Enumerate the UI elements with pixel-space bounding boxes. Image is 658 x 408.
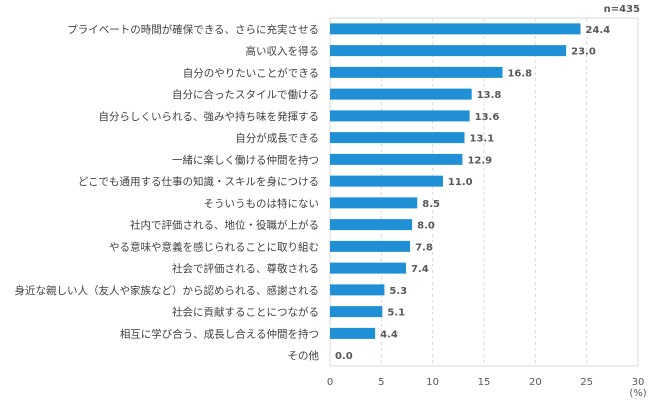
bar (330, 132, 465, 144)
bar (330, 262, 406, 274)
value-label: 5.3 (389, 286, 407, 297)
category-label: そういうものは特にない (204, 198, 320, 210)
value-label: 0.0 (335, 351, 353, 362)
value-label: 23.0 (571, 47, 596, 58)
x-tick-label: 5 (378, 377, 384, 388)
bar (330, 66, 503, 78)
category-label: 自分に合ったスタイルで働ける (172, 88, 319, 101)
category-label: 社内で評価される、地位・役職が上がる (130, 219, 319, 232)
value-label: 4.4 (380, 329, 398, 340)
value-label: 7.8 (415, 242, 433, 253)
category-label: 相互に学び合う、成長し合える仲間を持つ (120, 327, 319, 340)
category-label: 高い収入を得る (246, 45, 320, 58)
bar (330, 23, 581, 35)
value-label: 16.8 (507, 68, 532, 79)
value-label: 13.1 (469, 134, 494, 145)
value-label: 8.0 (417, 221, 435, 232)
category-label: 社会に貢献することにつながる (172, 306, 319, 319)
bar (330, 327, 376, 339)
plot-frame (329, 17, 639, 367)
bar (330, 284, 385, 296)
category-label: 社会で評価される、尊敬される (172, 262, 319, 275)
category-label: 自分らしくいられる、強みや持ち味を発揮する (99, 110, 320, 123)
bar (330, 306, 383, 318)
bar (330, 153, 463, 165)
x-tick-label: 15 (478, 377, 491, 388)
x-axis-unit-label: (%) (629, 388, 646, 399)
value-label: 5.1 (387, 308, 405, 319)
bar (330, 197, 418, 209)
value-label: 24.4 (586, 25, 611, 36)
category-label: やる意味や意義を感じられることに取り組む (109, 240, 319, 253)
value-label: 7.4 (411, 264, 429, 275)
value-label: 11.0 (448, 177, 473, 188)
value-label: 12.9 (467, 155, 492, 166)
bar (330, 88, 472, 100)
category-label: プライベートの時間が確保できる、さらに充実させる (67, 23, 319, 36)
x-tick-label: 30 (632, 377, 645, 388)
x-tick-label: 10 (426, 377, 439, 388)
x-tick-label: 20 (529, 377, 542, 388)
x-tick-label: 25 (580, 377, 593, 388)
sample-size-label: n=435 (604, 4, 640, 15)
value-label: 13.8 (477, 90, 502, 101)
category-label: どこでも通用する仕事の知識・スキルを身につける (78, 175, 319, 188)
category-label: 身近な親しい人（友人や家族など）から認められる、感謝される (15, 284, 320, 297)
category-label: その他 (288, 349, 320, 362)
category-label: 自分が成長できる (235, 132, 319, 145)
value-label: 8.5 (422, 199, 440, 210)
bar (330, 219, 413, 231)
bar (330, 240, 411, 252)
category-label: 自分のやりたいことができる (183, 66, 319, 79)
x-tick-label: 0 (327, 377, 333, 388)
value-label: 13.6 (475, 112, 500, 123)
bar (330, 110, 470, 122)
bar (330, 175, 443, 187)
bar (330, 45, 567, 57)
category-label: 一緒に楽しく働ける仲間を持つ (172, 153, 319, 166)
